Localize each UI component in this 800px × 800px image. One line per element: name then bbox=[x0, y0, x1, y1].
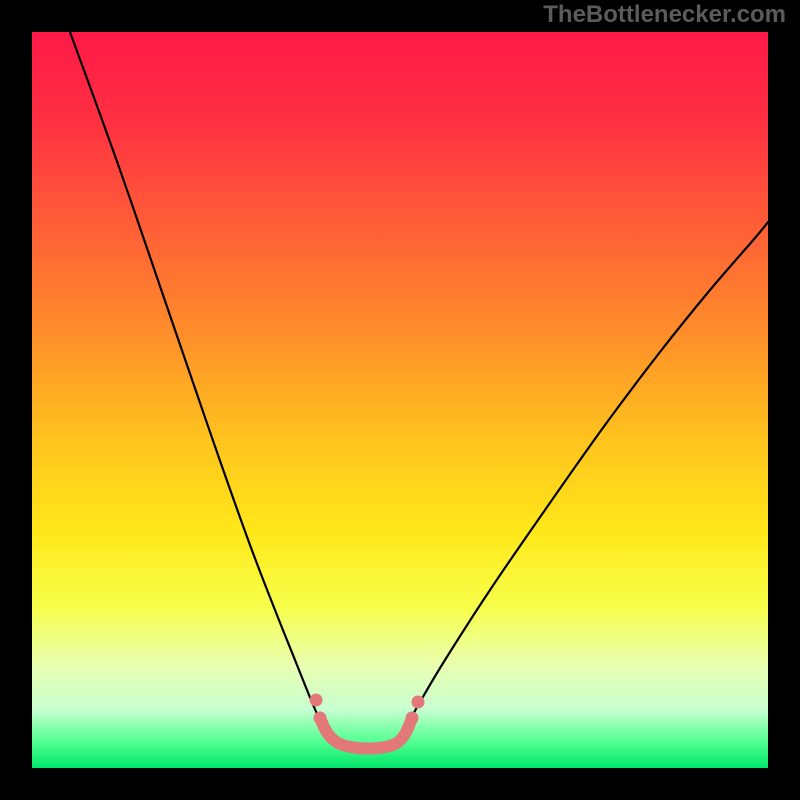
valley-marker-dot bbox=[314, 712, 327, 725]
watermark-text: TheBottlenecker.com bbox=[543, 1, 786, 28]
valley-marker-dot bbox=[310, 694, 323, 707]
plot-background bbox=[32, 32, 768, 768]
valley-marker-dot bbox=[412, 696, 425, 709]
valley-marker-dot bbox=[406, 712, 419, 725]
